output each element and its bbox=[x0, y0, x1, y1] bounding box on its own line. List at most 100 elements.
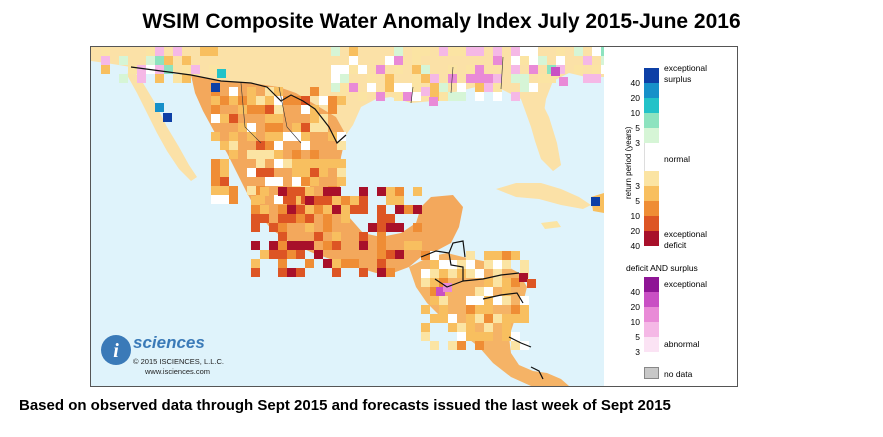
grid-cell bbox=[386, 223, 395, 232]
grid-cell bbox=[359, 187, 368, 196]
grid-cell bbox=[430, 269, 439, 278]
deficit-tick-2: 5 bbox=[635, 196, 640, 206]
grid-cell bbox=[394, 47, 403, 56]
grid-cell bbox=[260, 205, 269, 214]
grid-cell bbox=[413, 241, 422, 250]
grid-cell bbox=[484, 305, 493, 314]
grid-cell bbox=[269, 223, 278, 232]
grid-cell bbox=[211, 105, 220, 114]
grid-cell bbox=[305, 187, 314, 196]
grid-cell bbox=[301, 168, 310, 177]
grid-cell bbox=[209, 65, 218, 74]
grid-cell bbox=[287, 205, 296, 214]
surplus-tick-4: 5 bbox=[635, 123, 640, 133]
grid-cell bbox=[556, 65, 565, 74]
grid-cell bbox=[323, 214, 332, 223]
grid-cell bbox=[439, 260, 448, 269]
surplus-tick-1: 40 bbox=[630, 78, 640, 88]
deficit-swatch-4 bbox=[644, 216, 659, 231]
grid-cell bbox=[238, 105, 247, 114]
logo-circle-icon: i bbox=[101, 335, 131, 365]
grid-cell bbox=[439, 269, 448, 278]
grid-cell bbox=[466, 269, 475, 278]
grid-cell bbox=[559, 77, 568, 86]
grid-cell bbox=[395, 205, 404, 214]
grid-cell bbox=[310, 150, 319, 159]
grid-cell bbox=[323, 241, 332, 250]
logo-wordmark: sciences bbox=[133, 333, 205, 352]
grid-cell bbox=[229, 87, 238, 96]
grid-cell bbox=[305, 259, 314, 268]
grid-cell bbox=[601, 47, 604, 56]
grid-cell bbox=[511, 305, 520, 314]
grid-cell bbox=[592, 74, 601, 83]
grid-cell bbox=[292, 177, 301, 186]
grid-cell bbox=[484, 278, 493, 287]
grid-cell bbox=[287, 196, 296, 205]
grid-cell bbox=[200, 47, 209, 56]
grid-cell bbox=[155, 56, 164, 65]
grid-cell bbox=[493, 269, 502, 278]
grid-cell bbox=[349, 83, 358, 92]
grid-cell bbox=[430, 287, 439, 296]
grid-cell bbox=[256, 159, 265, 168]
grid-cell bbox=[301, 141, 310, 150]
grid-cell bbox=[182, 65, 191, 74]
footer-note: Based on observed data through Sept 2015… bbox=[19, 397, 671, 414]
grid-cell bbox=[466, 251, 475, 260]
grid-cell bbox=[484, 332, 493, 341]
grid-cell bbox=[448, 323, 457, 332]
grid-cell bbox=[211, 177, 220, 186]
grid-cell bbox=[238, 123, 247, 132]
grid-cell bbox=[493, 278, 502, 287]
grid-cell bbox=[247, 87, 256, 96]
grid-cell bbox=[430, 83, 439, 92]
grid-cell bbox=[283, 159, 292, 168]
grid-cell bbox=[377, 205, 386, 214]
grid-cell bbox=[520, 296, 529, 305]
grid-cell bbox=[341, 205, 350, 214]
grid-cell bbox=[287, 268, 296, 277]
grid-cell bbox=[287, 250, 296, 259]
grid-cell bbox=[394, 56, 403, 65]
grid-cell bbox=[484, 323, 493, 332]
grid-cell bbox=[412, 56, 421, 65]
grid-cell bbox=[274, 105, 283, 114]
logo-url: www.isciences.com bbox=[145, 367, 211, 376]
logo-copyright: © 2015 ISCIENCES, L.L.C. bbox=[133, 357, 224, 366]
grid-cell bbox=[155, 74, 164, 83]
grid-cell bbox=[220, 114, 229, 123]
anomaly-map[interactable] bbox=[91, 47, 604, 386]
grid-cell bbox=[331, 65, 340, 74]
grid-cell bbox=[421, 323, 430, 332]
both-tick-3: 10 bbox=[630, 317, 640, 327]
grid-cell bbox=[493, 314, 502, 323]
grid-cell bbox=[502, 278, 511, 287]
both-tick-1: 40 bbox=[630, 287, 640, 297]
grid-cell bbox=[332, 241, 341, 250]
grid-cell bbox=[359, 232, 368, 241]
grid-cell bbox=[251, 214, 260, 223]
both-tick-5: 3 bbox=[635, 347, 640, 357]
grid-cell bbox=[337, 141, 346, 150]
grid-cell bbox=[511, 278, 520, 287]
both-swatch-5 bbox=[644, 337, 659, 352]
grid-cell bbox=[182, 56, 191, 65]
grid-cell bbox=[448, 47, 457, 56]
grid-cell bbox=[301, 105, 310, 114]
grid-cell bbox=[251, 241, 260, 250]
grid-cell bbox=[430, 251, 439, 260]
deficit-tick-1: 3 bbox=[635, 181, 640, 191]
grid-cell bbox=[349, 47, 358, 56]
grid-cell bbox=[260, 250, 269, 259]
grid-cell bbox=[314, 232, 323, 241]
country-borders bbox=[130, 66, 544, 380]
grid-cell bbox=[511, 314, 520, 323]
grid-cell bbox=[527, 279, 536, 288]
grid-cell bbox=[412, 47, 421, 56]
grid-cell bbox=[164, 65, 173, 74]
grid-cell bbox=[173, 47, 182, 56]
legend-deficit-label-2: deficit bbox=[664, 240, 687, 250]
grid-cell bbox=[211, 132, 220, 141]
grid-cell bbox=[137, 74, 146, 83]
